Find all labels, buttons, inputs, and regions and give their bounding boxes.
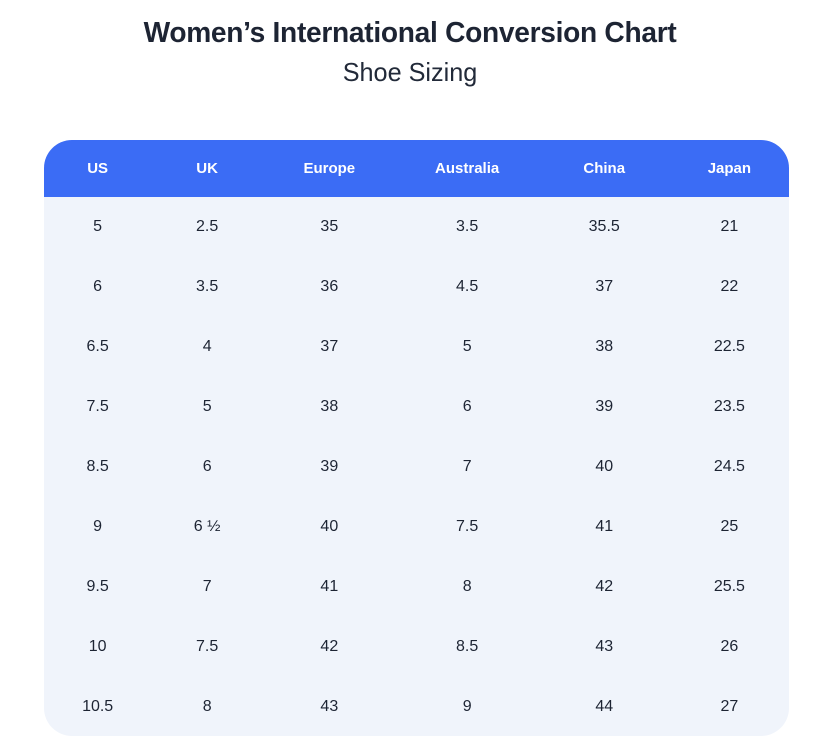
column-header-china: China [583, 160, 626, 177]
size-cell: 23.5 [669, 377, 789, 437]
size-cell: 22.5 [669, 317, 789, 377]
size-cell: 22 [669, 257, 789, 317]
size-cell: 8 [151, 677, 264, 736]
size-cell: 39 [538, 377, 670, 437]
size-cell: 37 [263, 317, 396, 377]
size-cell: 7.5 [44, 377, 152, 437]
size-cell: 42 [538, 557, 670, 617]
table-row: 6 3.5 36 4.5 37 22 [44, 257, 789, 317]
size-cell: 2.5 [151, 197, 264, 257]
size-cell: 21 [669, 197, 789, 257]
size-cell: 7.5 [395, 497, 539, 557]
size-cell: 37 [538, 257, 670, 317]
column-header-australia: Australia [435, 160, 500, 177]
size-cell: 3.5 [395, 197, 539, 257]
size-cell: 24.5 [669, 437, 789, 497]
size-cell: 9 [395, 677, 539, 736]
size-cell: 10.5 [44, 677, 152, 736]
size-cell: 41 [263, 557, 396, 617]
size-cell: 26 [669, 617, 789, 677]
size-cell: 6 [151, 437, 264, 497]
page-subtitle: Shoe Sizing [342, 57, 478, 87]
size-cell: 6 [395, 377, 539, 437]
size-cell: 44 [538, 677, 670, 736]
table-row: 9.5 7 41 8 42 25.5 [44, 557, 789, 617]
size-cell: 8.5 [395, 617, 539, 677]
size-cell: 4 [151, 317, 264, 377]
size-cell: 43 [263, 677, 396, 736]
table-header: US UK Europe Australia China Japan [44, 140, 789, 197]
table-row: 5 2.5 35 3.5 35.5 21 [44, 197, 789, 257]
size-cell: 7 [395, 437, 539, 497]
size-cell: 5 [44, 197, 152, 257]
table-row: 6.5 4 37 5 38 22.5 [44, 317, 789, 377]
size-cell: 36 [263, 257, 396, 317]
size-cell: 9 [44, 497, 152, 557]
size-cell: 40 [263, 497, 396, 557]
size-cell: 35.5 [538, 197, 670, 257]
page-title: Women’s International Conversion Chart [143, 17, 677, 49]
size-cell: 38 [263, 377, 396, 437]
size-cell: 3.5 [151, 257, 264, 317]
size-cell: 42 [263, 617, 396, 677]
header-row: US UK Europe Australia China Japan [44, 140, 789, 197]
size-cell: 8 [395, 557, 539, 617]
column-header-japan: Japan [707, 160, 752, 177]
size-cell: 41 [538, 497, 670, 557]
conversion-table-container: US UK Europe Australia China Japan 5 2.5 35 3.5 3… [44, 140, 789, 736]
size-cell: 6 [44, 257, 152, 317]
page-header: Women’s International Conversion Chart S… [0, 0, 820, 88]
size-cell: 6.5 [44, 317, 152, 377]
size-cell: 25.5 [669, 557, 789, 617]
size-cell: 35 [263, 197, 396, 257]
table-row: 10.5 8 43 9 44 27 [44, 677, 789, 736]
table-row: 8.5 6 39 7 40 24.5 [44, 437, 789, 497]
size-cell: 7.5 [151, 617, 264, 677]
size-cell: 25 [669, 497, 789, 557]
size-cell: 27 [669, 677, 789, 736]
size-cell: 10 [44, 617, 152, 677]
conversion-table: US UK Europe Australia China Japan 5 2.5 35 3.5 3… [44, 140, 789, 736]
size-cell: 38 [538, 317, 670, 377]
table-body: 5 2.5 35 3.5 35.5 21 6 3.5 36 4.5 37 22 6.5 4 37 5 38 22.… [44, 197, 789, 736]
column-header-europe: Europe [303, 160, 356, 177]
column-header-us: US [87, 160, 109, 177]
size-cell: 4.5 [395, 257, 539, 317]
size-cell: 7 [151, 557, 264, 617]
size-cell: 5 [395, 317, 539, 377]
size-cell: 43 [538, 617, 670, 677]
table-row: 10 7.5 42 8.5 43 26 [44, 617, 789, 677]
size-cell: 8.5 [44, 437, 152, 497]
size-cell: 39 [263, 437, 396, 497]
size-cell: 5 [151, 377, 264, 437]
column-header-uk: UK [196, 160, 218, 177]
size-cell: 9.5 [44, 557, 152, 617]
size-cell: 6 ½ [151, 497, 264, 557]
table-row: 7.5 5 38 6 39 23.5 [44, 377, 789, 437]
size-cell: 40 [538, 437, 670, 497]
